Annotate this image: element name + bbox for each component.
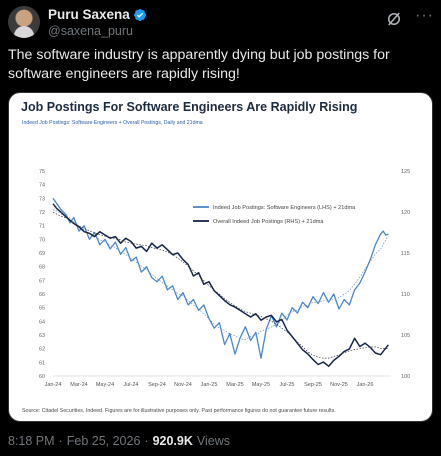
y-left-tick-label-3: 63 — [39, 333, 45, 339]
x-tick-label-7: Mar-25 — [226, 382, 243, 388]
author-name-row: Puru Saxena — [48, 7, 147, 22]
series-line-0 — [52, 197, 389, 359]
verified-badge-icon — [133, 8, 146, 21]
y-left-tick-label-13: 73 — [39, 196, 45, 202]
avatar[interactable] — [8, 6, 40, 38]
tweet-header: Puru Saxena @saxena_puru ··· — [8, 6, 433, 42]
tweet-text: The software industry is apparently dyin… — [8, 47, 390, 82]
y-right-tick-label-3: 115 — [401, 251, 410, 257]
y-right-tick-label-2: 110 — [401, 292, 410, 298]
y-left-tick-label-14: 74 — [39, 183, 45, 189]
y-left-tick-label-7: 67 — [39, 278, 45, 284]
x-tick-label-12: Jan-26 — [357, 382, 374, 388]
tweet-time[interactable]: 8:18 PM — [8, 434, 55, 448]
x-tick-label-11: Nov-25 — [330, 382, 348, 388]
y-left-tick-label-9: 69 — [39, 251, 45, 257]
x-tick-label-9: Jul-25 — [280, 382, 295, 388]
x-tick-label-6: Jan-25 — [201, 382, 218, 388]
x-tick-label-0: Jan-24 — [45, 382, 62, 388]
chart-plot: 60 61 62 63 64 65 66 67 68 69 70 71 72 73 74 75 100 105 11… — [39, 169, 410, 388]
author-handle[interactable]: @saxena_puru — [48, 24, 133, 38]
y-left-tick-label-1: 61 — [39, 360, 45, 366]
tweet-media-chart[interactable]: Job Postings For Software Engineers Are … — [8, 92, 433, 422]
meta-separator-2: · — [144, 434, 149, 448]
chart-title: Job Postings For Software Engineers Are … — [21, 100, 358, 114]
series-21dma-line-1 — [52, 211, 389, 359]
x-tick-label-3: Jul-24 — [124, 382, 139, 388]
y-right-tick-label-4: 120 — [401, 210, 410, 216]
y-left-tick-label-6: 66 — [39, 292, 45, 298]
y-left-tick-label-4: 64 — [39, 319, 45, 325]
x-tick-label-10: Sep-25 — [304, 382, 322, 388]
more-icon[interactable]: ··· — [415, 7, 434, 24]
x-tick-label-8: May-25 — [252, 382, 270, 388]
y-left-tick-label-10: 70 — [39, 237, 45, 243]
y-left-tick-label-12: 72 — [39, 210, 45, 216]
y-left-tick-label-8: 68 — [39, 265, 45, 271]
legend-label-0: Indeed Job Postings: Software Engineers … — [213, 205, 356, 211]
y-right-tick-label-0: 100 — [401, 374, 410, 380]
x-tick-label-2: May-24 — [96, 382, 114, 388]
author-display-name[interactable]: Puru Saxena — [48, 7, 130, 22]
y-right-tick-label-5: 125 — [401, 169, 410, 175]
series-line-1 — [52, 203, 389, 367]
y-right-tick-label-1: 105 — [401, 333, 410, 339]
y-left-tick-label-15: 75 — [39, 169, 45, 175]
views-count: 920.9K — [152, 434, 193, 448]
y-left-tick-label-2: 62 — [39, 347, 45, 353]
tweet-meta: 8:18 PM · Feb 25, 2026 · 920.9K Views — [8, 434, 230, 448]
legend-label-1: Overall Indeed Job Postings (RHS) + 21dm… — [213, 219, 324, 225]
x-tick-label-5: Nov-24 — [174, 382, 192, 388]
y-left-tick-label-0: 60 — [39, 374, 45, 380]
chart-source: Source: Citadel Securities, Indeed. Figu… — [22, 408, 336, 414]
chart-subtitle: Indeed Job Postings: Software Engineers … — [22, 120, 203, 126]
y-left-tick-label-11: 71 — [39, 224, 45, 230]
views-label: Views — [196, 434, 231, 448]
tweet-date[interactable]: Feb 25, 2026 — [66, 434, 141, 448]
series-21dma-line-0 — [52, 209, 389, 341]
meta-separator: · — [58, 434, 63, 448]
x-tick-label-1: Mar-24 — [70, 382, 87, 388]
y-left-tick-label-5: 65 — [39, 306, 45, 312]
grok-icon[interactable] — [385, 10, 403, 28]
x-tick-label-4: Sep-24 — [148, 382, 166, 388]
